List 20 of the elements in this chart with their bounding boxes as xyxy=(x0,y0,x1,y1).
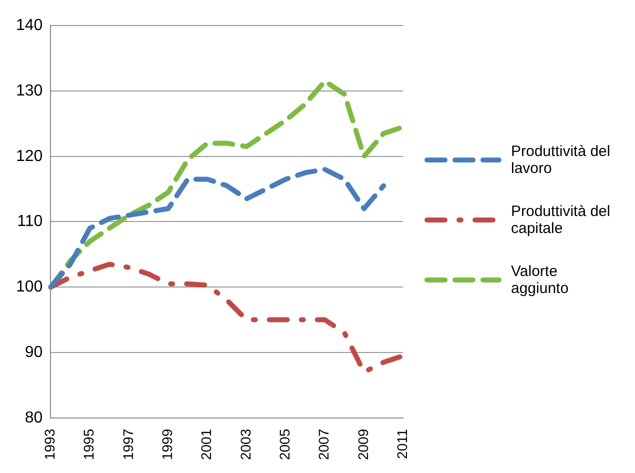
y-tick-label: 130 xyxy=(16,82,43,100)
x-tick-label: 2007 xyxy=(316,428,332,460)
y-tick-label: 80 xyxy=(24,409,43,426)
x-tick-label: 1997 xyxy=(120,428,136,460)
x-tick-label: 2003 xyxy=(237,428,254,460)
x-tick-label: 2001 xyxy=(198,428,214,460)
x-tick-label: 2011 xyxy=(394,428,410,459)
y-tick-label: 110 xyxy=(17,213,43,230)
y-tick-label: 100 xyxy=(16,278,43,296)
x-tick-label: 1999 xyxy=(159,428,176,460)
y-tick-label: 120 xyxy=(16,148,43,165)
legend-label: Produttività del capitale xyxy=(511,203,611,237)
x-tick-label: 1995 xyxy=(80,428,97,460)
legend-label: Valorte aggiunto xyxy=(511,263,570,297)
x-tick-label: 1993 xyxy=(42,428,58,460)
legend-label: Produttività del lavoro xyxy=(511,143,611,177)
x-tick-label: 2005 xyxy=(276,428,293,460)
y-tick-label: 90 xyxy=(24,344,43,361)
y-tick-label: 140 xyxy=(16,17,43,34)
x-tick-label: 2009 xyxy=(354,428,371,460)
